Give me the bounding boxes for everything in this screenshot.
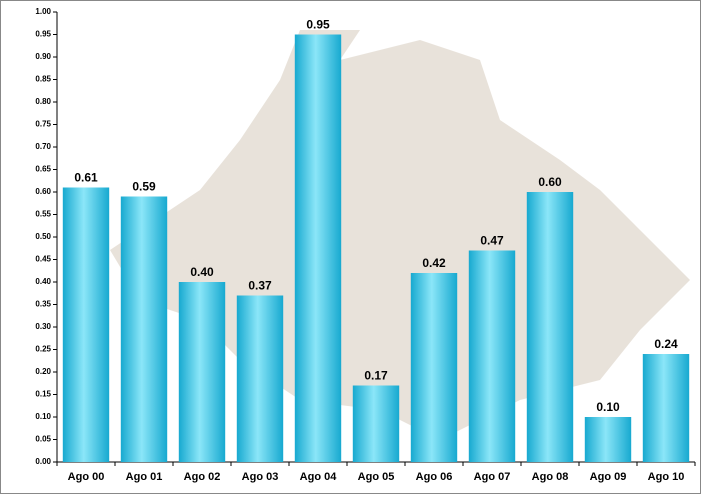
value-label: 0.61 <box>74 171 98 185</box>
value-label: 0.42 <box>422 256 446 270</box>
bar <box>353 386 399 463</box>
y-tick-label: 0.30 <box>35 322 51 331</box>
y-tick-label: 0.65 <box>35 165 51 174</box>
value-label: 0.10 <box>596 400 620 414</box>
value-label: 0.95 <box>306 18 330 32</box>
y-tick-label: 0.85 <box>35 75 51 84</box>
x-tick-label: Ago 10 <box>648 471 685 483</box>
y-tick-label: 0.25 <box>35 345 51 354</box>
value-label: 0.17 <box>364 369 388 383</box>
bar <box>237 296 283 463</box>
chart: 0.00 0.05 0.10 0.15 0.20 0.25 0.30 0.35 0.40 0.45… <box>0 0 702 495</box>
x-tick-label: Ago 06 <box>416 471 453 483</box>
bar <box>295 35 341 463</box>
y-tick-label: 0.15 <box>35 390 51 399</box>
x-tick-label: Ago 01 <box>126 471 163 483</box>
y-tick-label: 0.45 <box>35 255 51 264</box>
y-tick-label: 1.00 <box>35 7 51 16</box>
x-tick-label: Ago 08 <box>532 471 569 483</box>
bar <box>411 273 457 462</box>
y-tick-label: 0.05 <box>35 435 51 444</box>
y-tick-label: 0.00 <box>35 457 51 466</box>
x-tick-label: Ago 04 <box>300 471 338 483</box>
y-tick-label: 0.70 <box>35 142 51 151</box>
bar <box>469 251 515 463</box>
y-tick-label: 0.20 <box>35 367 51 376</box>
value-label: 0.37 <box>248 279 272 293</box>
x-tick-label: Ago 05 <box>358 471 395 483</box>
x-tick-label: Ago 07 <box>474 471 511 483</box>
y-tick-label: 0.95 <box>35 30 51 39</box>
y-tick-label: 0.10 <box>35 412 51 421</box>
value-label: 0.47 <box>480 234 504 248</box>
y-tick-label: 0.55 <box>35 210 51 219</box>
x-tick-label: Ago 02 <box>184 471 221 483</box>
y-tick-label: 0.40 <box>35 277 51 286</box>
value-label: 0.60 <box>538 175 562 189</box>
value-label: 0.40 <box>190 265 214 279</box>
y-tick-label: 0.90 <box>35 52 51 61</box>
value-label: 0.24 <box>654 337 678 351</box>
bar <box>585 417 631 462</box>
y-tick-label: 0.60 <box>35 187 51 196</box>
x-tick-label: Ago 00 <box>68 471 105 483</box>
value-label: 0.59 <box>132 180 156 194</box>
page: 0.00 0.05 0.10 0.15 0.20 0.25 0.30 0.35 0.40 0.45… <box>0 0 702 495</box>
y-tick-label: 0.50 <box>35 232 51 241</box>
bar <box>121 197 167 463</box>
y-tick-label: 0.75 <box>35 120 51 129</box>
y-tick-label: 0.80 <box>35 97 51 106</box>
y-tick-label: 0.35 <box>35 300 51 309</box>
x-tick-label: Ago 09 <box>590 471 627 483</box>
x-tick-label: Ago 03 <box>242 471 279 483</box>
bar <box>527 192 573 462</box>
bar <box>63 188 109 463</box>
bar <box>643 354 689 462</box>
bar <box>179 282 225 462</box>
